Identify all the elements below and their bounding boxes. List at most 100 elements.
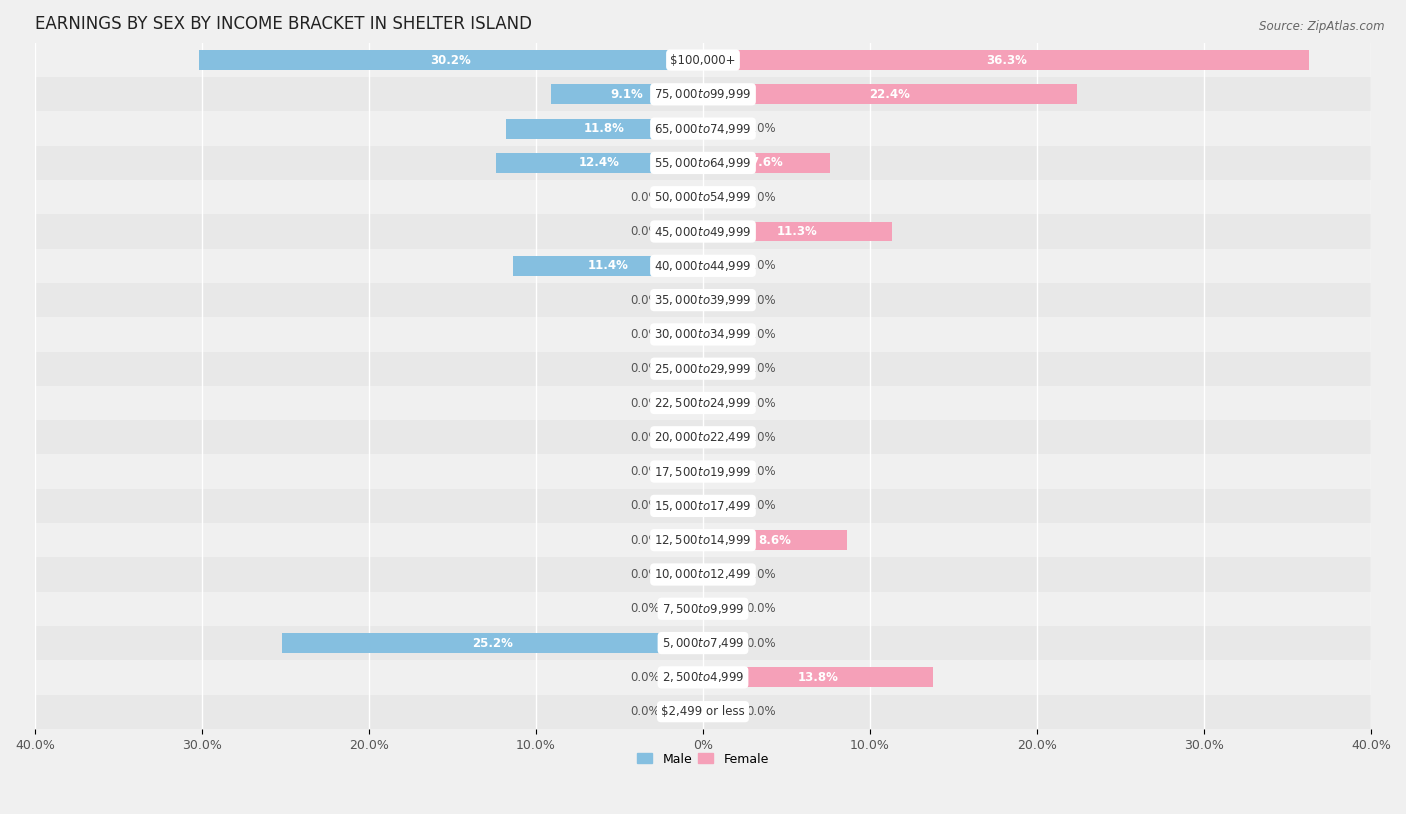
Text: $20,000 to $22,499: $20,000 to $22,499 [654, 431, 752, 444]
Bar [669, 427, 703, 447]
Text: $7,500 to $9,999: $7,500 to $9,999 [662, 602, 744, 615]
Text: 0.0%: 0.0% [747, 500, 776, 512]
Bar [496, 153, 703, 173]
Text: $2,500 to $4,999: $2,500 to $4,999 [662, 671, 744, 685]
Bar [35, 317, 1371, 352]
Text: $5,000 to $7,499: $5,000 to $7,499 [662, 636, 744, 650]
Text: 0.0%: 0.0% [630, 465, 659, 478]
Text: 0.0%: 0.0% [630, 396, 659, 409]
Bar [669, 221, 703, 242]
Bar [35, 488, 1371, 523]
Bar [35, 626, 1371, 660]
Text: 8.6%: 8.6% [758, 534, 792, 547]
Text: $22,500 to $24,999: $22,500 to $24,999 [654, 396, 752, 410]
Bar [703, 702, 737, 722]
Bar [35, 146, 1371, 180]
Text: $35,000 to $39,999: $35,000 to $39,999 [654, 293, 752, 307]
Bar [35, 352, 1371, 386]
Text: $2,499 or less: $2,499 or less [661, 705, 745, 718]
Text: 0.0%: 0.0% [630, 500, 659, 512]
Bar [703, 85, 1077, 104]
Bar [703, 325, 737, 344]
Text: Source: ZipAtlas.com: Source: ZipAtlas.com [1260, 20, 1385, 33]
Bar [35, 283, 1371, 317]
Text: 36.3%: 36.3% [986, 54, 1026, 67]
Bar [551, 85, 703, 104]
Bar [669, 187, 703, 208]
Bar [703, 187, 737, 208]
Legend: Male, Female: Male, Female [633, 747, 773, 771]
Text: $50,000 to $54,999: $50,000 to $54,999 [654, 190, 752, 204]
Text: 0.0%: 0.0% [630, 602, 659, 615]
Bar [669, 667, 703, 687]
Text: 0.0%: 0.0% [747, 431, 776, 444]
Text: $100,000+: $100,000+ [671, 54, 735, 67]
Text: EARNINGS BY SEX BY INCOME BRACKET IN SHELTER ISLAND: EARNINGS BY SEX BY INCOME BRACKET IN SHE… [35, 15, 531, 33]
Bar [703, 599, 737, 619]
Text: 0.0%: 0.0% [747, 328, 776, 341]
Bar [35, 592, 1371, 626]
Text: $45,000 to $49,999: $45,000 to $49,999 [654, 225, 752, 239]
Bar [703, 667, 934, 687]
Bar [703, 221, 891, 242]
Bar [198, 50, 703, 70]
Bar [703, 153, 830, 173]
Bar [35, 660, 1371, 694]
Text: 0.0%: 0.0% [630, 431, 659, 444]
Bar [703, 462, 737, 482]
Bar [669, 359, 703, 379]
Text: 0.0%: 0.0% [747, 602, 776, 615]
Text: $40,000 to $44,999: $40,000 to $44,999 [654, 259, 752, 273]
Text: 0.0%: 0.0% [747, 122, 776, 135]
Bar [35, 386, 1371, 420]
Text: 11.8%: 11.8% [583, 122, 624, 135]
Bar [35, 214, 1371, 248]
Text: 0.0%: 0.0% [630, 568, 659, 581]
Bar [669, 325, 703, 344]
Text: 11.3%: 11.3% [778, 225, 818, 238]
Text: 9.1%: 9.1% [610, 88, 644, 101]
Text: 0.0%: 0.0% [747, 294, 776, 307]
Text: 0.0%: 0.0% [630, 190, 659, 204]
Bar [35, 77, 1371, 112]
Bar [35, 112, 1371, 146]
Text: $75,000 to $99,999: $75,000 to $99,999 [654, 87, 752, 101]
Text: 7.6%: 7.6% [749, 156, 783, 169]
Bar [513, 256, 703, 276]
Bar [669, 599, 703, 619]
Bar [669, 462, 703, 482]
Bar [669, 496, 703, 516]
Text: 0.0%: 0.0% [747, 362, 776, 375]
Bar [35, 523, 1371, 558]
Text: 0.0%: 0.0% [747, 705, 776, 718]
Bar [669, 702, 703, 722]
Text: 0.0%: 0.0% [630, 534, 659, 547]
Bar [283, 633, 703, 653]
Text: 0.0%: 0.0% [747, 190, 776, 204]
Text: 0.0%: 0.0% [747, 637, 776, 650]
Bar [703, 496, 737, 516]
Bar [703, 359, 737, 379]
Bar [35, 694, 1371, 729]
Bar [703, 290, 737, 310]
Text: $25,000 to $29,999: $25,000 to $29,999 [654, 361, 752, 376]
Text: 13.8%: 13.8% [797, 671, 838, 684]
Bar [35, 180, 1371, 214]
Text: 0.0%: 0.0% [630, 328, 659, 341]
Bar [703, 427, 737, 447]
Bar [703, 565, 737, 584]
Text: 0.0%: 0.0% [747, 260, 776, 273]
Text: 0.0%: 0.0% [630, 294, 659, 307]
Text: $55,000 to $64,999: $55,000 to $64,999 [654, 156, 752, 170]
Text: 22.4%: 22.4% [870, 88, 911, 101]
Bar [35, 43, 1371, 77]
Bar [703, 530, 846, 550]
Text: $15,000 to $17,499: $15,000 to $17,499 [654, 499, 752, 513]
Text: 0.0%: 0.0% [630, 225, 659, 238]
Text: 12.4%: 12.4% [579, 156, 620, 169]
Bar [35, 248, 1371, 283]
Bar [703, 393, 737, 413]
Text: 0.0%: 0.0% [630, 362, 659, 375]
Text: $17,500 to $19,999: $17,500 to $19,999 [654, 465, 752, 479]
Text: $12,500 to $14,999: $12,500 to $14,999 [654, 533, 752, 547]
